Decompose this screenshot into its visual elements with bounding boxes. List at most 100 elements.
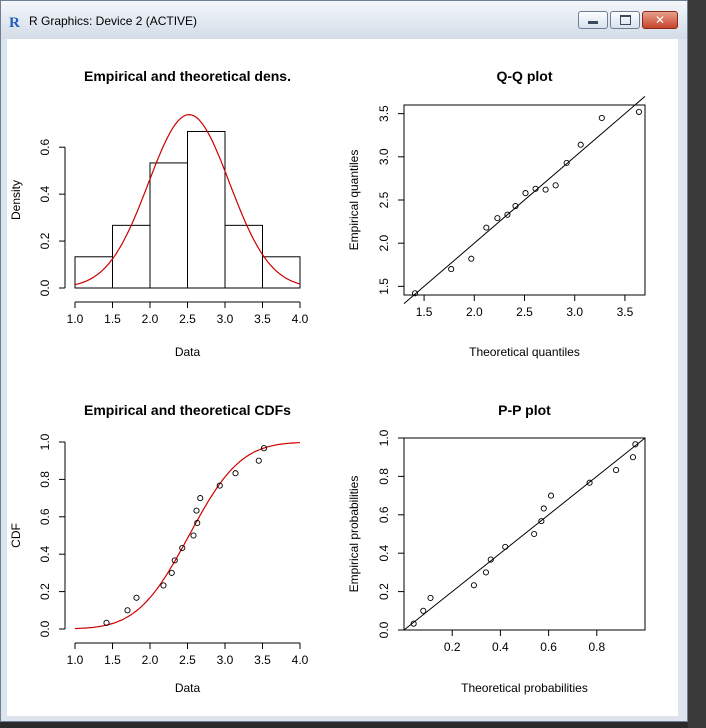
panel1-y-tick-label: 0.0	[38, 279, 52, 296]
panel4-x-label: Theoretical probabilities	[461, 681, 588, 695]
minimize-icon	[588, 21, 598, 24]
panel2-data-point	[411, 290, 419, 297]
panel2-data-point	[512, 202, 519, 210]
panel1-histogram-bar	[149, 162, 188, 289]
panel3-data-point	[232, 470, 239, 477]
panel3-y-tick-label: 0.8	[38, 471, 52, 488]
panel4-data-point	[410, 620, 417, 627]
panel3-data-point	[133, 594, 140, 601]
panel3-y-tick-label: 0.6	[38, 508, 52, 525]
plot-canvas: 1.0 1.5 2.0 2.5 3.0 3.5 4.0 0.0 0.2 0.4 0.6 Empiric…	[7, 39, 678, 716]
panel4-data-point	[482, 569, 489, 576]
panel3-data-point	[194, 519, 201, 527]
panel1-y-tick-label: 0.6	[38, 139, 52, 156]
panel3-title: Empirical and theoretical CDFs	[84, 402, 291, 418]
maximize-icon	[619, 15, 631, 25]
panel4-y-tick-label: 0.8	[377, 468, 391, 485]
r-logo-icon: R	[9, 15, 20, 31]
panel3-x-label: Data	[175, 681, 201, 695]
panel1-y-tick-label: 0.2	[38, 232, 52, 249]
desktop-edge	[688, 0, 706, 728]
panel1-x-tick-label: 3.0	[217, 312, 234, 326]
panel2-data-point	[494, 215, 501, 222]
panel1-x-tick-label: 3.5	[254, 312, 271, 326]
panel3-data-point	[103, 619, 110, 626]
maximize-button[interactable]	[610, 11, 640, 29]
panel2-data-point	[448, 266, 455, 273]
minimize-button[interactable]	[578, 11, 608, 29]
panel3-data-point	[160, 582, 167, 589]
panel3-data-point	[124, 607, 131, 614]
panel3-y-tick-label: 0.4	[38, 546, 52, 563]
panel2-data-point	[468, 255, 475, 262]
close-button[interactable]: ✕	[642, 11, 678, 29]
panel4-data-point	[632, 441, 639, 448]
panel3-data-point	[193, 507, 200, 514]
panel1-title: Empirical and theoretical dens.	[84, 68, 291, 84]
panel3-data-point	[171, 557, 178, 564]
panel4-x-tick-label: 0.6	[540, 640, 557, 654]
panel2-data-point	[542, 186, 549, 193]
panel1-y-tick-label: 0.4	[38, 185, 52, 202]
panel3-theoretical-curve	[75, 442, 301, 630]
panel3-x-tick-label: 1.5	[104, 653, 121, 667]
graphics-window: R R Graphics: Device 2 (ACTIVE) ✕ 1.0 1.5…	[0, 0, 688, 722]
panel4-data-point	[586, 479, 593, 486]
panel4-x-tick-label: 0.4	[492, 640, 509, 654]
panel3-y-label: CDF	[9, 523, 23, 548]
panel1-x-tick-label: 2.5	[179, 312, 196, 326]
panel3-data-point	[216, 482, 223, 489]
panel4-y-label: Empirical probabilities	[347, 476, 361, 593]
panel1-x-label: Data	[175, 345, 201, 359]
panel1-x-tick-label: 4.0	[292, 312, 309, 326]
panel4-data-point	[427, 594, 434, 601]
panel4-data-point	[531, 530, 538, 538]
panel1-x-tick-label: 2.0	[142, 312, 159, 326]
panel4-y-tick-label: 1.0	[377, 429, 391, 446]
plots-svg: 1.0 1.5 2.0 2.5 3.0 3.5 4.0 0.0 0.2 0.4 0.6 Empiric…	[9, 68, 646, 695]
panel2-data-point	[504, 211, 511, 218]
panel3-x-tick-label: 1.0	[67, 653, 84, 667]
panel2-data-point	[532, 185, 539, 192]
panel2-x-tick-label: 2.5	[516, 305, 533, 319]
panel3-x-tick-label: 4.0	[292, 653, 309, 667]
panel1-histogram-bar	[262, 256, 301, 289]
panel2-y-tick-label: 1.5	[377, 278, 391, 295]
panel3-data-point	[168, 569, 175, 576]
panel1-y-label: Density	[9, 180, 23, 220]
panel2-y-label: Empirical quantiles	[347, 150, 361, 251]
panel3-x-tick-label: 3.5	[254, 653, 271, 667]
panel4-data-point	[547, 492, 555, 499]
panel4-y-tick-label: 0.4	[377, 545, 391, 562]
panel3-y-tick-label: 0.0	[38, 620, 52, 637]
panel3-data-point	[260, 445, 268, 452]
panel2-y-tick-label: 3.5	[377, 105, 391, 122]
window-title: R Graphics: Device 2 (ACTIVE)	[29, 14, 198, 28]
panel2-y-tick-label: 2.0	[377, 235, 391, 252]
panel2-x-tick-label: 1.5	[416, 305, 433, 319]
panel2-x-label: Theoretical quantiles	[469, 345, 580, 359]
panel3-x-tick-label: 2.5	[179, 653, 196, 667]
title-bar[interactable]: R R Graphics: Device 2 (ACTIVE) ✕	[1, 1, 687, 39]
panel4-title: P-P plot	[498, 402, 551, 418]
panel4-x-tick-label: 0.2	[444, 640, 461, 654]
panel4-data-point	[487, 556, 494, 563]
panel2-data-point	[522, 190, 529, 197]
panel4-data-point	[538, 518, 545, 525]
panel4-data-point	[613, 467, 620, 474]
panel2-data-point	[598, 114, 605, 122]
panel2-data-point	[577, 141, 584, 148]
panel3-data-point	[197, 495, 204, 502]
panel2-x-tick-label: 3.5	[617, 305, 634, 319]
panel3-data-point	[255, 457, 262, 464]
panel1-theoretical-curve	[74, 113, 301, 286]
close-icon: ✕	[654, 13, 666, 27]
panel1-x-tick-label: 1.5	[104, 312, 121, 326]
panel2-data-point	[635, 108, 643, 115]
panel4-y-tick-label: 0.0	[377, 621, 391, 638]
panel2-data-point	[563, 159, 570, 166]
panel1-histogram-bar	[224, 224, 263, 289]
panel2-y-tick-label: 2.5	[377, 191, 391, 208]
panel3-data-point	[179, 544, 186, 552]
panel1-x-tick-label: 1.0	[67, 312, 84, 326]
